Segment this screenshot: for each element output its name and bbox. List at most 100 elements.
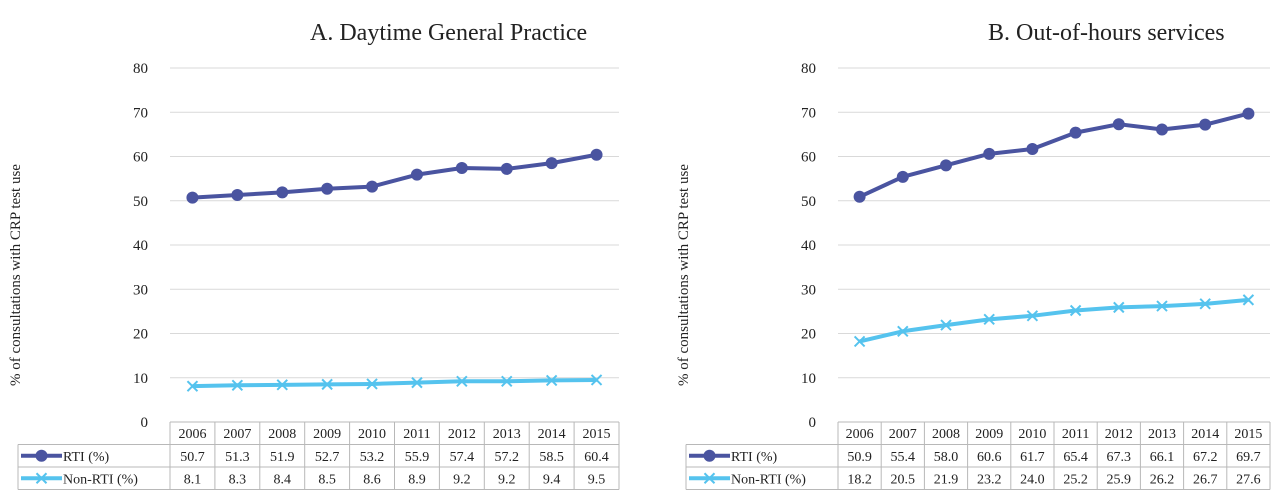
data-table-value: 9.2 — [453, 472, 471, 487]
data-table-value: 8.5 — [318, 472, 336, 487]
series-legend-label: Non-RTI (%) — [63, 472, 138, 487]
data-table-value: 51.3 — [225, 450, 250, 465]
y-tick-label: 60 — [133, 150, 148, 166]
y-tick-label: 50 — [801, 194, 816, 210]
data-table-value: 9.4 — [543, 472, 561, 487]
legend-key-marker — [703, 449, 716, 462]
data-table-value: 8.3 — [229, 472, 247, 487]
y-tick-label: 30 — [133, 282, 148, 298]
data-table-value: 27.6 — [1236, 472, 1261, 487]
data-table-value: 55.4 — [891, 450, 916, 465]
y-tick-label: 50 — [133, 194, 148, 210]
data-point — [276, 186, 289, 199]
data-table-value: 53.2 — [360, 450, 385, 465]
y-tick-label: 20 — [801, 327, 816, 343]
x-category-label: 2015 — [1234, 427, 1262, 442]
y-tick-label: 10 — [133, 371, 148, 387]
y-tick-label: 40 — [133, 238, 148, 254]
data-point — [983, 147, 996, 160]
x-category-label: 2007 — [889, 427, 917, 442]
data-table-value: 25.2 — [1063, 472, 1088, 487]
data-table-value: 58.0 — [934, 450, 959, 465]
data-point — [1112, 118, 1125, 131]
y-tick-label: 40 — [801, 238, 816, 254]
y-tick-label: 80 — [133, 61, 148, 77]
x-category-label: 2010 — [1018, 427, 1046, 442]
data-table-value: 66.1 — [1150, 450, 1175, 465]
data-point — [321, 378, 333, 391]
x-category-label: 2007 — [223, 427, 251, 442]
data-point — [1156, 300, 1168, 312]
data-table-value: 65.4 — [1063, 450, 1088, 465]
x-category-label: 2008 — [932, 427, 960, 442]
data-table-value: 67.2 — [1193, 450, 1218, 465]
data-point — [590, 148, 603, 161]
legend-key-marker — [35, 449, 48, 462]
x-category-label: 2008 — [268, 427, 296, 442]
data-point — [1242, 107, 1255, 120]
series-line — [858, 111, 1249, 199]
data-table-value: 57.4 — [450, 450, 475, 465]
y-tick-label: 70 — [801, 105, 816, 121]
data-point — [411, 376, 423, 389]
data-table-value: 60.6 — [977, 450, 1002, 465]
series-rti — [853, 107, 1255, 203]
data-table-value: 20.5 — [891, 472, 916, 487]
data-table-value: 50.9 — [847, 450, 872, 465]
data-table-value: 8.9 — [408, 472, 426, 487]
x-category-label: 2006 — [846, 427, 874, 442]
series-line — [192, 377, 597, 389]
data-table-value: 8.4 — [274, 472, 292, 487]
data-point — [456, 375, 468, 387]
data-table-value: 69.7 — [1236, 450, 1261, 465]
x-category-label: 2009 — [975, 427, 1003, 442]
data-point — [1069, 126, 1082, 139]
series-rti — [186, 148, 603, 204]
data-table-value: 51.9 — [270, 450, 295, 465]
data-point — [1199, 118, 1212, 131]
data-point — [231, 188, 244, 201]
data-table-value: 18.2 — [847, 472, 872, 487]
data-point — [500, 162, 513, 175]
data-table-value: 23.2 — [977, 472, 1002, 487]
data-table-value: 9.5 — [588, 472, 606, 487]
y-tick-label: 30 — [801, 282, 816, 298]
y-tick-label: 20 — [133, 327, 148, 343]
data-table-value: 67.3 — [1107, 450, 1132, 465]
data-table-value: 8.6 — [363, 472, 381, 487]
chart-title: A. Daytime General Practice — [310, 20, 587, 46]
series-legend-label: Non-RTI (%) — [731, 472, 806, 487]
y-tick-label: 0 — [141, 415, 149, 431]
data-point — [366, 180, 379, 193]
data-table-value: 26.7 — [1193, 472, 1218, 487]
chart-title: B. Out-of-hours services — [988, 20, 1225, 46]
data-point — [940, 159, 952, 172]
data-point — [1069, 304, 1082, 317]
series-non-rti — [853, 294, 1255, 348]
y-tick-label: 70 — [133, 105, 148, 121]
data-point — [186, 380, 199, 392]
data-point — [501, 375, 513, 387]
chart-panel-a: A. Daytime General Practice 0 10 20 30 40 50 60… — [8, 20, 620, 490]
y-axis-label: % of consultations with CRP test use — [676, 164, 692, 386]
data-point — [983, 313, 995, 326]
data-point — [321, 182, 334, 195]
x-category-label: 2009 — [313, 427, 341, 442]
data-point — [853, 335, 866, 348]
data-point — [1113, 301, 1125, 314]
data-point — [1156, 123, 1168, 136]
data-table-value: 26.2 — [1150, 472, 1175, 487]
x-category-label: 2014 — [538, 427, 566, 442]
data-point — [455, 162, 468, 175]
series-legend-label: RTI (%) — [63, 450, 110, 465]
data-table-value: 57.2 — [495, 450, 520, 465]
data-point — [940, 319, 952, 331]
series-line — [859, 297, 1249, 344]
data-table-value: 60.4 — [584, 450, 609, 465]
data-table-value: 21.9 — [934, 472, 959, 487]
data-point — [231, 379, 244, 391]
data-point — [853, 190, 866, 203]
x-category-label: 2012 — [1105, 427, 1133, 442]
data-point — [545, 157, 558, 170]
x-category-label: 2010 — [358, 427, 386, 442]
